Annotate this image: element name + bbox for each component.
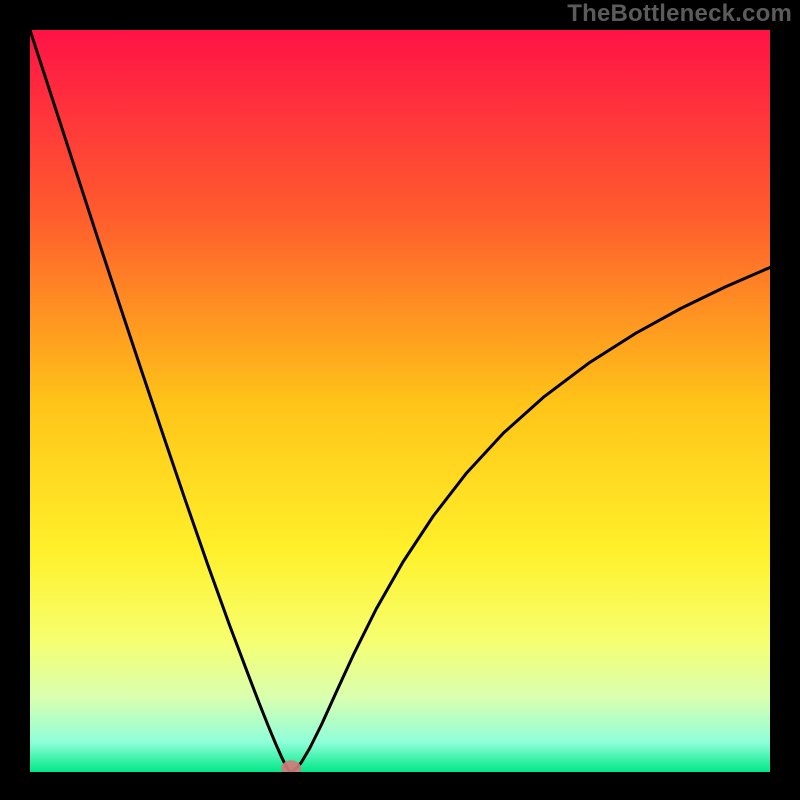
gradient-background: [30, 30, 770, 772]
watermark-text: TheBottleneck.com: [567, 0, 792, 28]
chart-stage: TheBottleneck.com: [0, 0, 800, 800]
plot-area: [30, 30, 770, 772]
plot-svg: [30, 30, 770, 772]
